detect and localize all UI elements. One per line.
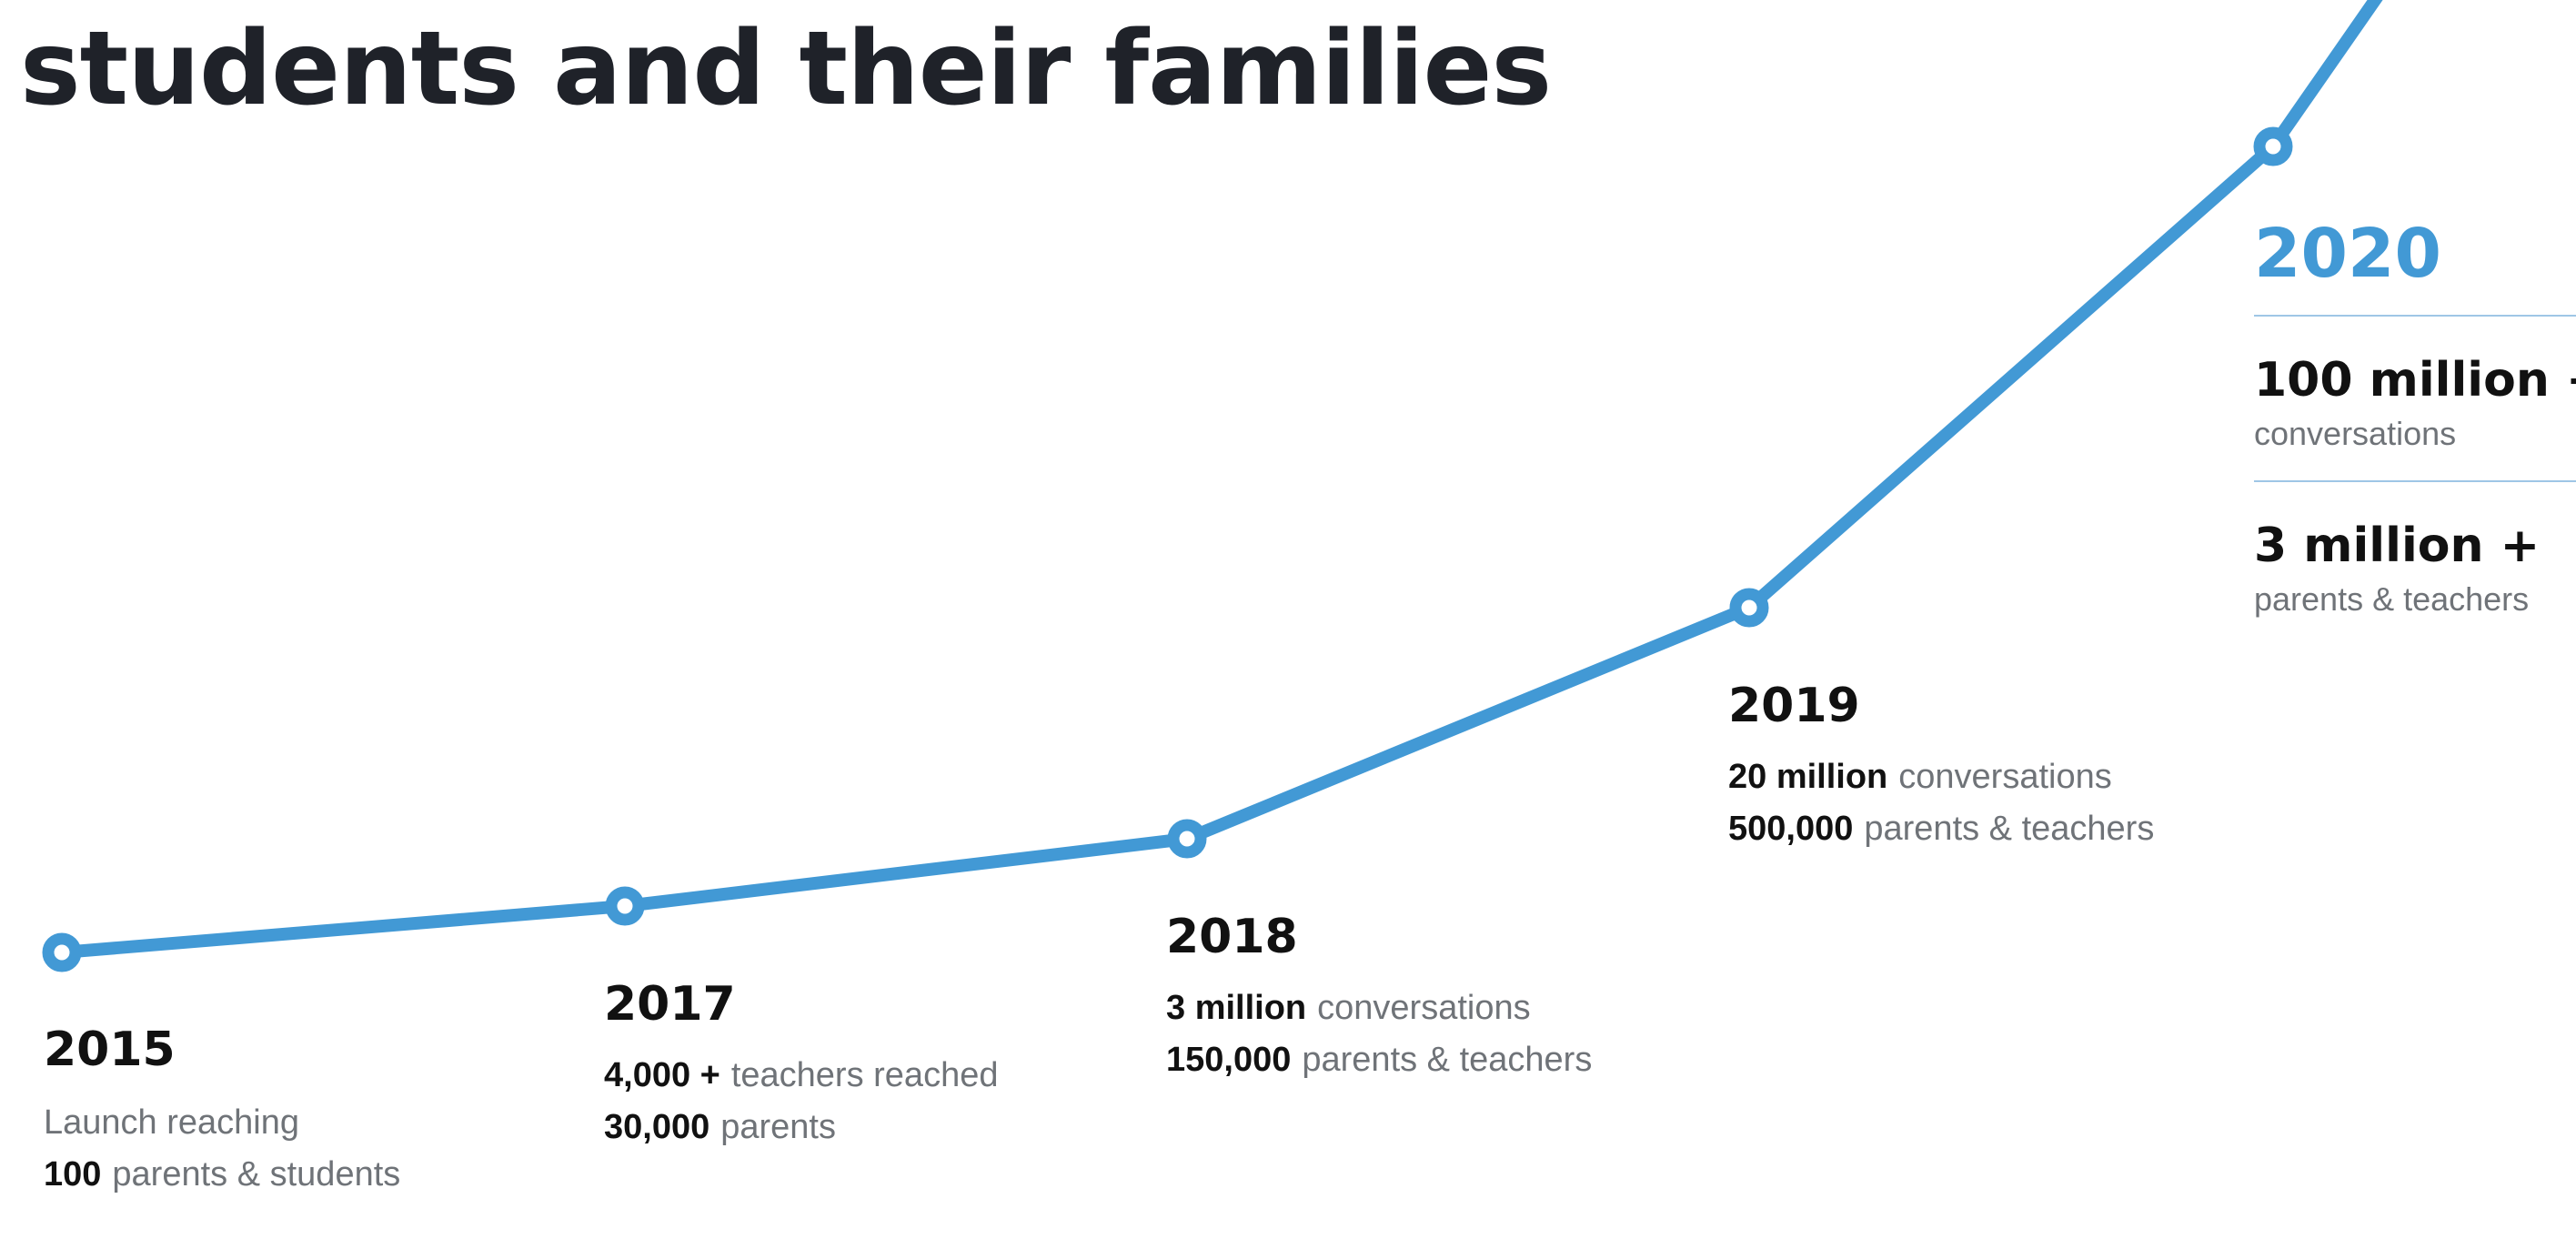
milestone-2017-line1: 4,000 + teachers reached xyxy=(604,1053,998,1098)
year-label-2019: 2019 xyxy=(1728,679,1860,733)
milestone-2020-stat1-label: conversations xyxy=(2254,415,2457,452)
data-point-2020 xyxy=(2253,126,2293,166)
milestone-2020-stat2-value: 3 million + xyxy=(2254,519,2541,573)
milestone-2019-line1: 20 million conversations xyxy=(1728,755,2154,800)
milestone-2017: 2017 4,000 + teachers reached 30,000 paren… xyxy=(604,981,998,1151)
milestone-2018-line2-text: parents & teachers xyxy=(1302,1041,1593,1080)
milestone-2015-line2: 100 parents & students xyxy=(44,1153,400,1197)
milestone-2017-line2-text: parents xyxy=(720,1108,836,1147)
milestone-2017-line1-value: 4,000 + xyxy=(604,1056,720,1094)
milestone-2018: 2018 3 million conversations 150,000 paren… xyxy=(1166,913,1592,1083)
milestone-2017-line1-text: teachers reached xyxy=(730,1056,999,1094)
milestone-2020-stat1-value: 100 million + xyxy=(2254,353,2576,408)
milestone-2018-line1: 3 million conversations xyxy=(1166,986,1592,1031)
milestone-2019-line2-value: 500,000 xyxy=(1728,810,1854,849)
growth-line xyxy=(55,0,2383,959)
milestone-2020: 2020 100 million + conversations 3 milli… xyxy=(2254,220,2576,619)
milestone-2018-line2-value: 150,000 xyxy=(1166,1041,1292,1080)
milestone-2018-line1-value: 3 million xyxy=(1166,989,1307,1027)
year-label-2020: 2020 xyxy=(2254,215,2441,293)
divider xyxy=(2254,315,2576,317)
milestone-2015-line2-text: parents & students xyxy=(112,1155,401,1194)
milestone-2018-line1-text: conversations xyxy=(1317,989,1531,1027)
milestone-2017-line2: 30,000 parents xyxy=(604,1105,998,1150)
milestone-2019-line1-value: 20 million xyxy=(1728,758,1888,796)
year-label-2017: 2017 xyxy=(604,977,736,1032)
milestone-2020-stat2-label: parents & teachers xyxy=(2254,580,2530,618)
year-label-2015: 2015 xyxy=(44,1022,176,1077)
milestone-2019: 2019 20 million conversations 500,000 pare… xyxy=(1728,682,2154,852)
data-point-2017 xyxy=(605,886,645,926)
milestone-2015-line2-value: 100 xyxy=(44,1155,102,1194)
milestone-2015: 2015 Launch reaching 100 parents & studen… xyxy=(44,1026,400,1198)
year-label-2018: 2018 xyxy=(1166,910,1298,964)
milestone-2015-line1-text: Launch reaching xyxy=(44,1103,299,1142)
divider xyxy=(2254,480,2576,482)
milestone-2019-line2: 500,000 parents & teachers xyxy=(1728,807,2154,851)
milestone-2017-line2-value: 30,000 xyxy=(604,1108,710,1147)
data-point-2015 xyxy=(42,932,82,972)
milestone-2019-line2-text: parents & teachers xyxy=(1864,810,2155,849)
data-point-2019 xyxy=(1729,588,1769,628)
page-title: students and their families xyxy=(20,10,1552,128)
milestone-2019-line1-text: conversations xyxy=(1898,758,2112,796)
milestone-2018-line2: 150,000 parents & teachers xyxy=(1166,1038,1592,1083)
data-point-2018 xyxy=(1167,819,1207,859)
milestone-2015-line1: Launch reaching xyxy=(44,1101,400,1145)
